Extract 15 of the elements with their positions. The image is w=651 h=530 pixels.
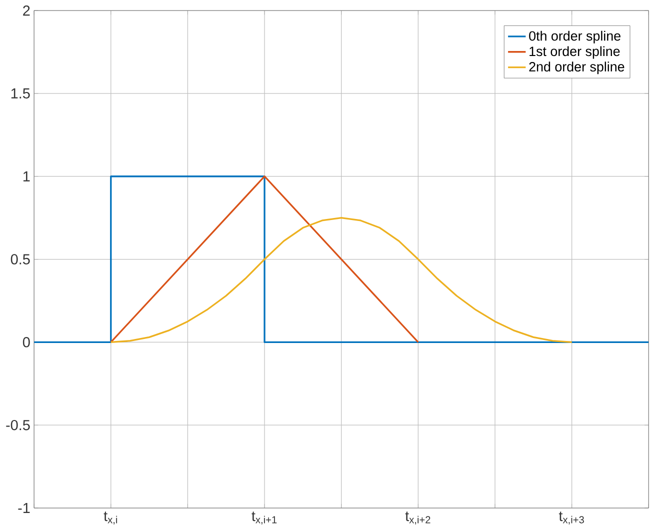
y-tick-label: 0 <box>22 337 30 348</box>
x-tick-label: t$_{x,i+2}$ <box>405 512 430 525</box>
y-tick-label: 1 <box>23 171 30 182</box>
y-tick-label: 0.5 <box>10 254 30 264</box>
legend-label: 2nd order spline <box>529 62 624 74</box>
y-tick-label: -0.5 <box>6 420 30 430</box>
y-tick-label: 1.5 <box>11 88 30 98</box>
legend-label: 1st order spline <box>530 46 620 59</box>
legend-label: 0th order spline <box>529 30 620 44</box>
y-tick-label: -1 <box>18 503 30 513</box>
line-series <box>110 216 573 343</box>
x-tick-label: t$_{x,i+3}$ <box>558 512 584 525</box>
y-tick-label: 2 <box>23 5 30 16</box>
x-tick-label: t$_{x,i}$ <box>104 512 118 525</box>
x-tick-label: t$_{x,i+1}$ <box>252 512 277 525</box>
